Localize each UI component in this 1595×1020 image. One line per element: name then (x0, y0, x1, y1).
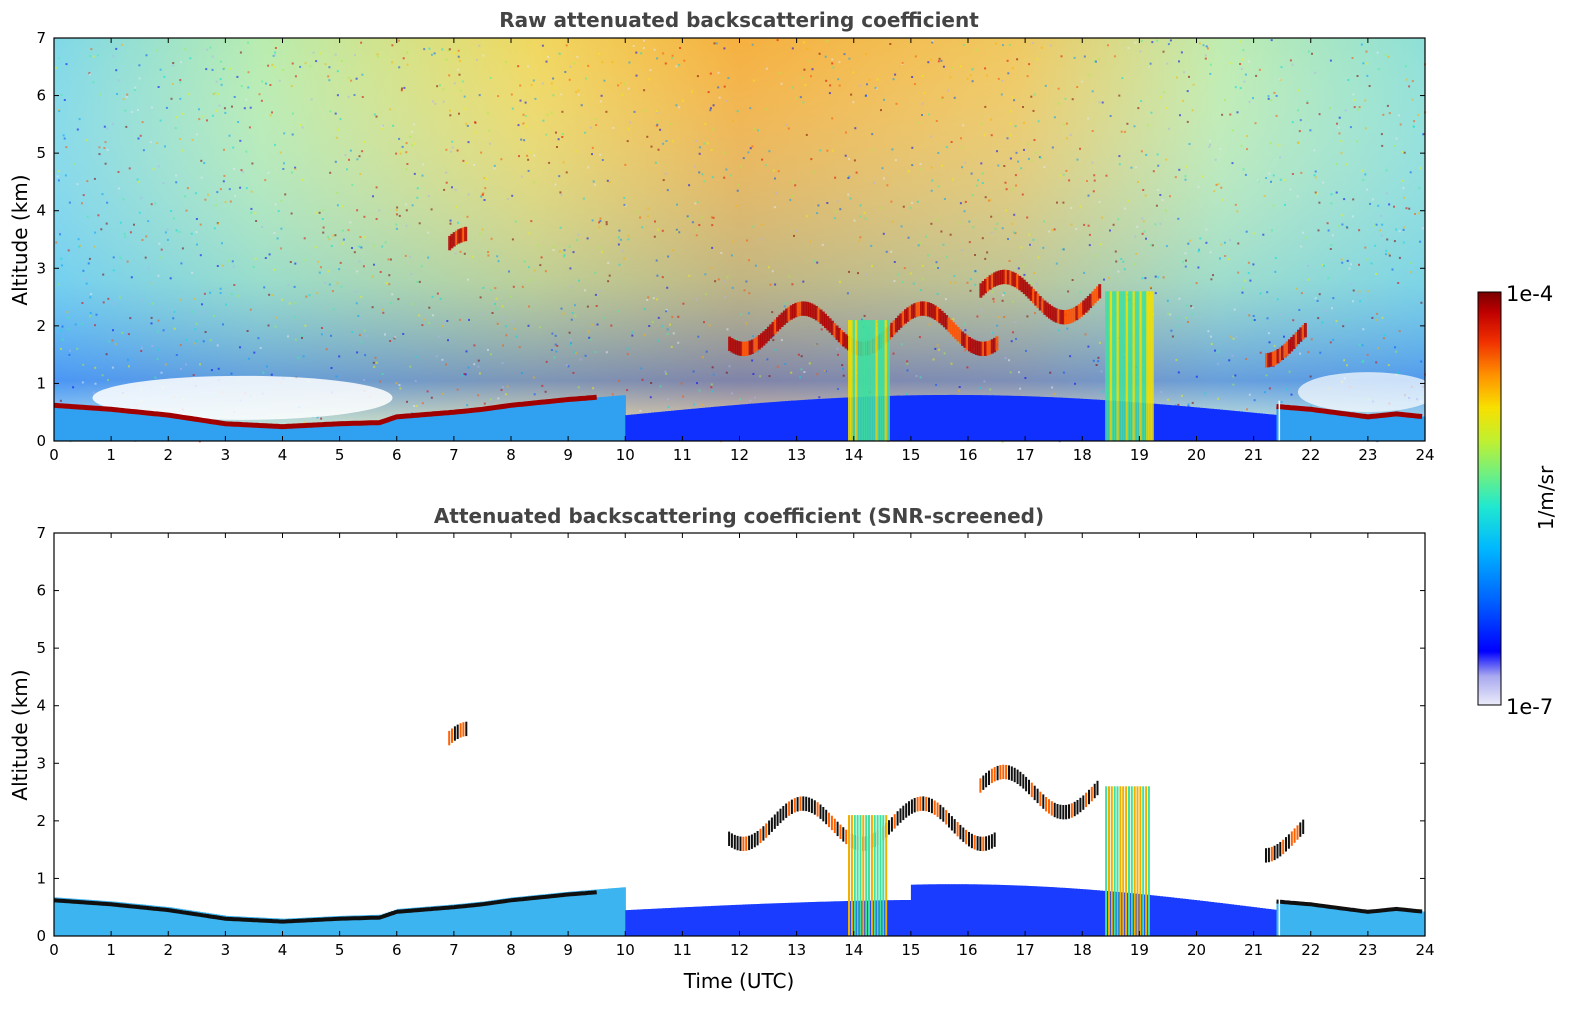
x-tick-label: 18 (1073, 941, 1092, 959)
y-tick-label: 6 (36, 87, 46, 105)
x-tick-label: 10 (616, 446, 635, 464)
colorbar-scale (1477, 291, 1502, 706)
x-tick-label: 21 (1244, 446, 1263, 464)
panel-screened-y-ticks: 0 1 2 3 4 5 6 7 (36, 524, 1425, 945)
y-tick-label: 0 (36, 432, 46, 450)
x-tick-label: 21 (1244, 941, 1263, 959)
x-tick-label: 1 (106, 941, 116, 959)
x-tick-label: 4 (278, 446, 288, 464)
x-tick-label: 9 (563, 941, 573, 959)
x-tick-label: 16 (958, 941, 977, 959)
x-tick-label: 18 (1073, 446, 1092, 464)
y-tick-label: 2 (36, 812, 46, 830)
x-tick-label: 17 (1016, 446, 1035, 464)
x-tick-label: 6 (392, 446, 402, 464)
y-tick-label: 5 (36, 144, 46, 162)
x-tick-label: 15 (901, 941, 920, 959)
x-tick-label: 14 (844, 446, 863, 464)
x-tick-label: 11 (673, 941, 692, 959)
x-tick-label: 9 (563, 446, 573, 464)
x-tick-label: 22 (1301, 941, 1320, 959)
y-tick-label: 1 (36, 374, 46, 392)
y-tick-label: 5 (36, 639, 46, 657)
y-tick-label: 1 (36, 869, 46, 887)
x-tick-label: 20 (1187, 446, 1206, 464)
y-tick-label: 6 (36, 582, 46, 600)
panel-raw-x-ticks: 0 1 2 3 4 5 6 7 8 9 10 11 12 13 14 15 16 17 18 19 20 21 22 23 24 (49, 38, 1435, 464)
panel-raw-field (53, 38, 1438, 443)
x-tick-label: 2 (163, 446, 173, 464)
x-tick-label: 23 (1358, 446, 1377, 464)
x-tick-label: 12 (730, 446, 749, 464)
x-tick-label: 8 (506, 446, 516, 464)
x-tick-label: 5 (335, 941, 345, 959)
x-tick-label: 8 (506, 941, 516, 959)
x-tick-label: 3 (221, 446, 231, 464)
y-tick-label: 4 (36, 697, 46, 715)
panel-raw-y-ticks: 0 1 2 3 4 5 6 7 (36, 29, 1425, 450)
x-tick-label: 20 (1187, 941, 1206, 959)
x-tick-label: 5 (335, 446, 345, 464)
panel-screened: Attenuated backscattering coefficient (S… (8, 504, 1435, 993)
x-tick-label: 24 (1415, 446, 1434, 464)
panel-screened-ylabel: Altitude (km) (8, 669, 32, 800)
x-tick-label: 13 (787, 941, 806, 959)
x-tick-label: 12 (730, 941, 749, 959)
y-tick-label: 2 (36, 317, 46, 335)
y-tick-label: 7 (36, 29, 46, 47)
x-tick-label: 15 (901, 446, 920, 464)
colorbar-unit-label: 1/m/sr (1534, 465, 1558, 530)
x-tick-label: 22 (1301, 446, 1320, 464)
y-tick-label: 7 (36, 524, 46, 542)
x-tick-label: 3 (221, 941, 231, 959)
x-tick-label: 0 (49, 446, 59, 464)
panel-raw: Raw attenuated backscattering coefficien… (8, 8, 1438, 464)
panel-screened-title: Attenuated backscattering coefficient (S… (434, 504, 1044, 528)
x-tick-label: 17 (1016, 941, 1035, 959)
x-tick-label: 7 (449, 446, 459, 464)
y-tick-label: 3 (36, 754, 46, 772)
y-tick-label: 3 (36, 259, 46, 277)
x-tick-label: 0 (49, 941, 59, 959)
x-tick-label: 24 (1415, 941, 1434, 959)
y-tick-label: 4 (36, 202, 46, 220)
x-tick-label: 4 (278, 941, 288, 959)
x-tick-label: 19 (1130, 446, 1149, 464)
x-tick-label: 19 (1130, 941, 1149, 959)
colorbar-max-label: 1e-4 (1506, 282, 1553, 306)
x-tick-label: 13 (787, 446, 806, 464)
x-tick-label: 2 (163, 941, 173, 959)
panel-raw-ylabel: Altitude (km) (8, 174, 32, 305)
x-tick-label: 1 (106, 446, 116, 464)
x-tick-label: 10 (616, 941, 635, 959)
y-tick-label: 0 (36, 927, 46, 945)
panel-screened-x-ticks: 0 1 2 3 4 5 6 7 8 9 10 11 12 13 14 15 16 17 18 19 20 21 22 23 24 (49, 533, 1435, 959)
panel-screened-field (53, 533, 1426, 936)
colorbar: 1e-4 1e-7 1/m/sr (1477, 282, 1558, 719)
panel-raw-title: Raw attenuated backscattering coefficien… (499, 8, 979, 32)
x-tick-label: 6 (392, 941, 402, 959)
x-tick-label: 14 (844, 941, 863, 959)
x-tick-label: 16 (958, 446, 977, 464)
colorbar-min-label: 1e-7 (1506, 695, 1553, 719)
x-tick-label: 11 (673, 446, 692, 464)
x-tick-label: 7 (449, 941, 459, 959)
panel-screened-xlabel: Time (UTC) (683, 969, 795, 993)
x-tick-label: 23 (1358, 941, 1377, 959)
